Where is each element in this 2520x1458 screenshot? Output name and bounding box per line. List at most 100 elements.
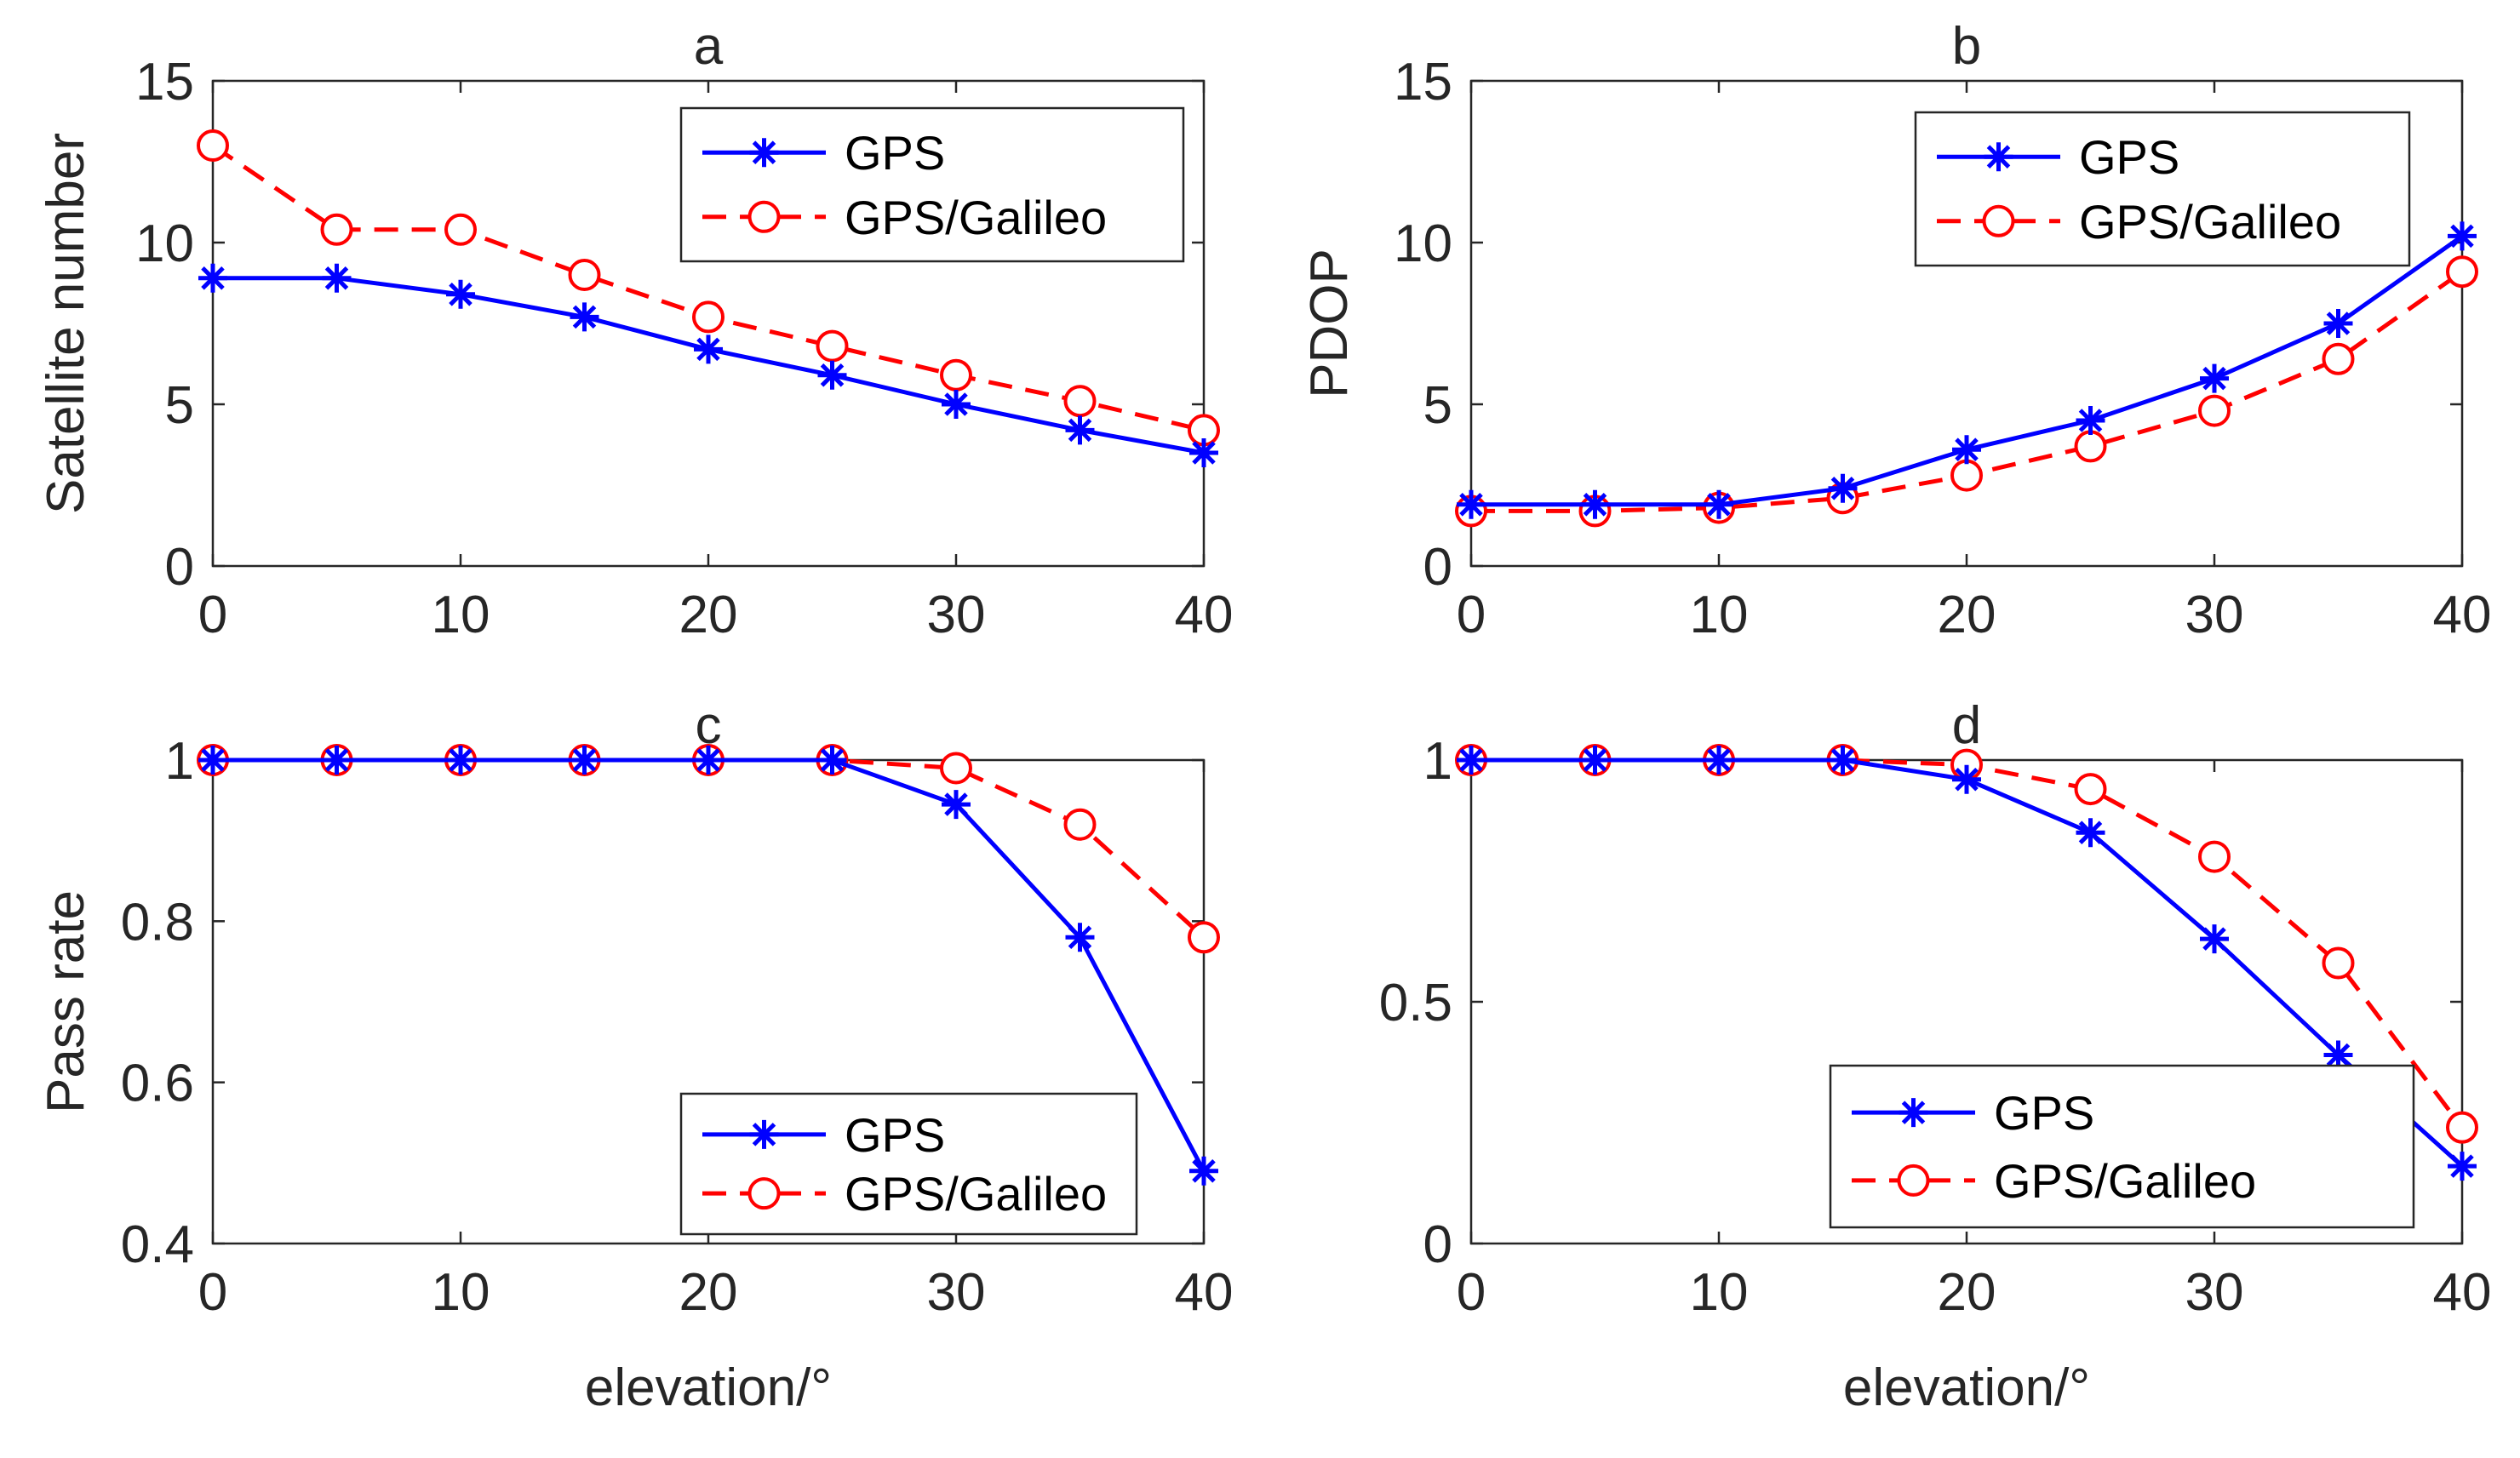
data-point [446, 279, 475, 309]
x-tick-label: 10 [1690, 586, 1749, 644]
data-point [1580, 746, 1610, 775]
legend-label: GPS/Galileo [845, 191, 1107, 244]
data-point [322, 746, 352, 775]
data-point [2448, 1152, 2477, 1181]
data-point [2198, 840, 2231, 873]
x-tick-label: 40 [2433, 586, 2492, 644]
series-gps-galileo [197, 129, 1220, 447]
data-point [817, 360, 847, 390]
legend-box [679, 106, 1185, 263]
data-point [2200, 363, 2229, 393]
panel-d: 0 10 20 30 40 0 0.5 1 d elevation/° GPS GPS/Galileo [1379, 696, 2492, 1417]
y-tick-label: 0 [1423, 1215, 1452, 1274]
data-point [1065, 923, 1095, 952]
data-point [2323, 309, 2353, 338]
data-point [446, 746, 475, 775]
legend-label: GPS [845, 126, 945, 180]
legend-label: GPS/Galileo [2079, 195, 2341, 249]
legend-marker [749, 138, 779, 168]
data-point [1063, 385, 1097, 418]
data-point [444, 213, 477, 246]
x-tick-label: 40 [2433, 1263, 2492, 1322]
data-point [942, 390, 971, 419]
x-tick-label: 30 [2185, 1263, 2244, 1322]
data-point [942, 790, 971, 820]
y-tick-label: 5 [165, 376, 194, 435]
y-tick-label: 0 [165, 538, 194, 597]
x-tick-label: 30 [927, 1263, 986, 1322]
x-tick-label: 20 [1938, 586, 1996, 644]
y-tick-label: 0 [1423, 538, 1452, 597]
data-point [1189, 1156, 1218, 1186]
legend-marker [747, 1177, 781, 1210]
data-point [2446, 1111, 2478, 1144]
data-point [2074, 430, 2107, 463]
legend-label: GPS [2079, 130, 2179, 184]
data-point [940, 752, 972, 785]
data-point [570, 746, 599, 775]
data-point [197, 129, 229, 162]
legend-marker [749, 1119, 779, 1149]
data-point [1065, 415, 1095, 445]
legend-box [1914, 111, 2411, 267]
series-gps [198, 746, 1218, 1186]
data-point [1950, 459, 1983, 492]
data-point [692, 300, 724, 334]
y-axis-label: Pass rate [37, 890, 95, 1113]
x-tick-label: 20 [1938, 1263, 1996, 1322]
data-point [1457, 746, 1486, 775]
y-axis-label: PDOP [1300, 249, 1359, 398]
data-point [2322, 342, 2355, 375]
data-point [1704, 489, 1733, 519]
x-tick-label: 0 [1457, 1263, 1486, 1322]
panel-title: a [694, 17, 724, 76]
data-point [2323, 1040, 2353, 1070]
x-tick-label: 0 [198, 586, 227, 644]
x-tick-label: 10 [432, 1263, 490, 1322]
panel-b: 0 10 20 30 40 0 5 10 15 b PDOP GPS GPS/Galileo [1300, 17, 2491, 644]
legend-label: GPS [845, 1108, 945, 1162]
legend-label: GPS/Galileo [845, 1167, 1107, 1221]
x-tick-label: 20 [679, 1263, 738, 1322]
legend-label: GPS/Galileo [1994, 1154, 2256, 1208]
data-point [198, 746, 227, 775]
data-point [2322, 946, 2355, 980]
data-point [320, 213, 353, 246]
x-axis-label: elevation/° [585, 1358, 832, 1417]
y-tick-label: 10 [135, 214, 194, 273]
y-tick-label: 1 [1423, 732, 1452, 791]
panel-a: 0 10 20 30 40 0 5 10 15 a Satellite number GPS GPS/G… [37, 17, 1233, 644]
data-point [1828, 746, 1858, 775]
y-tick-label: 15 [135, 53, 194, 111]
y-tick-label: 0.6 [121, 1055, 194, 1113]
x-tick-label: 30 [927, 586, 986, 644]
data-point [817, 746, 847, 775]
data-point [940, 358, 972, 392]
legend-label: GPS [1994, 1086, 2094, 1140]
series-gps [198, 263, 1218, 467]
data-point [694, 334, 723, 364]
x-tick-label: 30 [2185, 586, 2244, 644]
panel-title: d [1952, 696, 1981, 755]
y-tick-label: 1 [165, 732, 194, 791]
data-point [2200, 924, 2229, 954]
series-gps [1457, 746, 2477, 1181]
y-tick-label: 10 [1394, 214, 1452, 273]
data-point [2076, 406, 2105, 435]
y-tick-label: 0.4 [121, 1215, 194, 1274]
data-point [2074, 773, 2107, 806]
x-tick-label: 10 [1690, 1263, 1749, 1322]
legend-marker [1984, 142, 2013, 172]
series-gps [1457, 221, 2477, 519]
y-tick-label: 15 [1394, 53, 1452, 111]
data-point [1188, 921, 1220, 954]
x-tick-label: 0 [198, 1263, 227, 1322]
data-point [2446, 255, 2478, 289]
data-point [2198, 394, 2231, 427]
legend: GPS GPS/Galileo [679, 106, 1185, 263]
legend: GPS GPS/Galileo [1914, 111, 2411, 267]
legend: GPS GPS/Galileo [1829, 1064, 2415, 1229]
y-tick-label: 5 [1423, 376, 1452, 435]
data-point [2448, 221, 2477, 251]
